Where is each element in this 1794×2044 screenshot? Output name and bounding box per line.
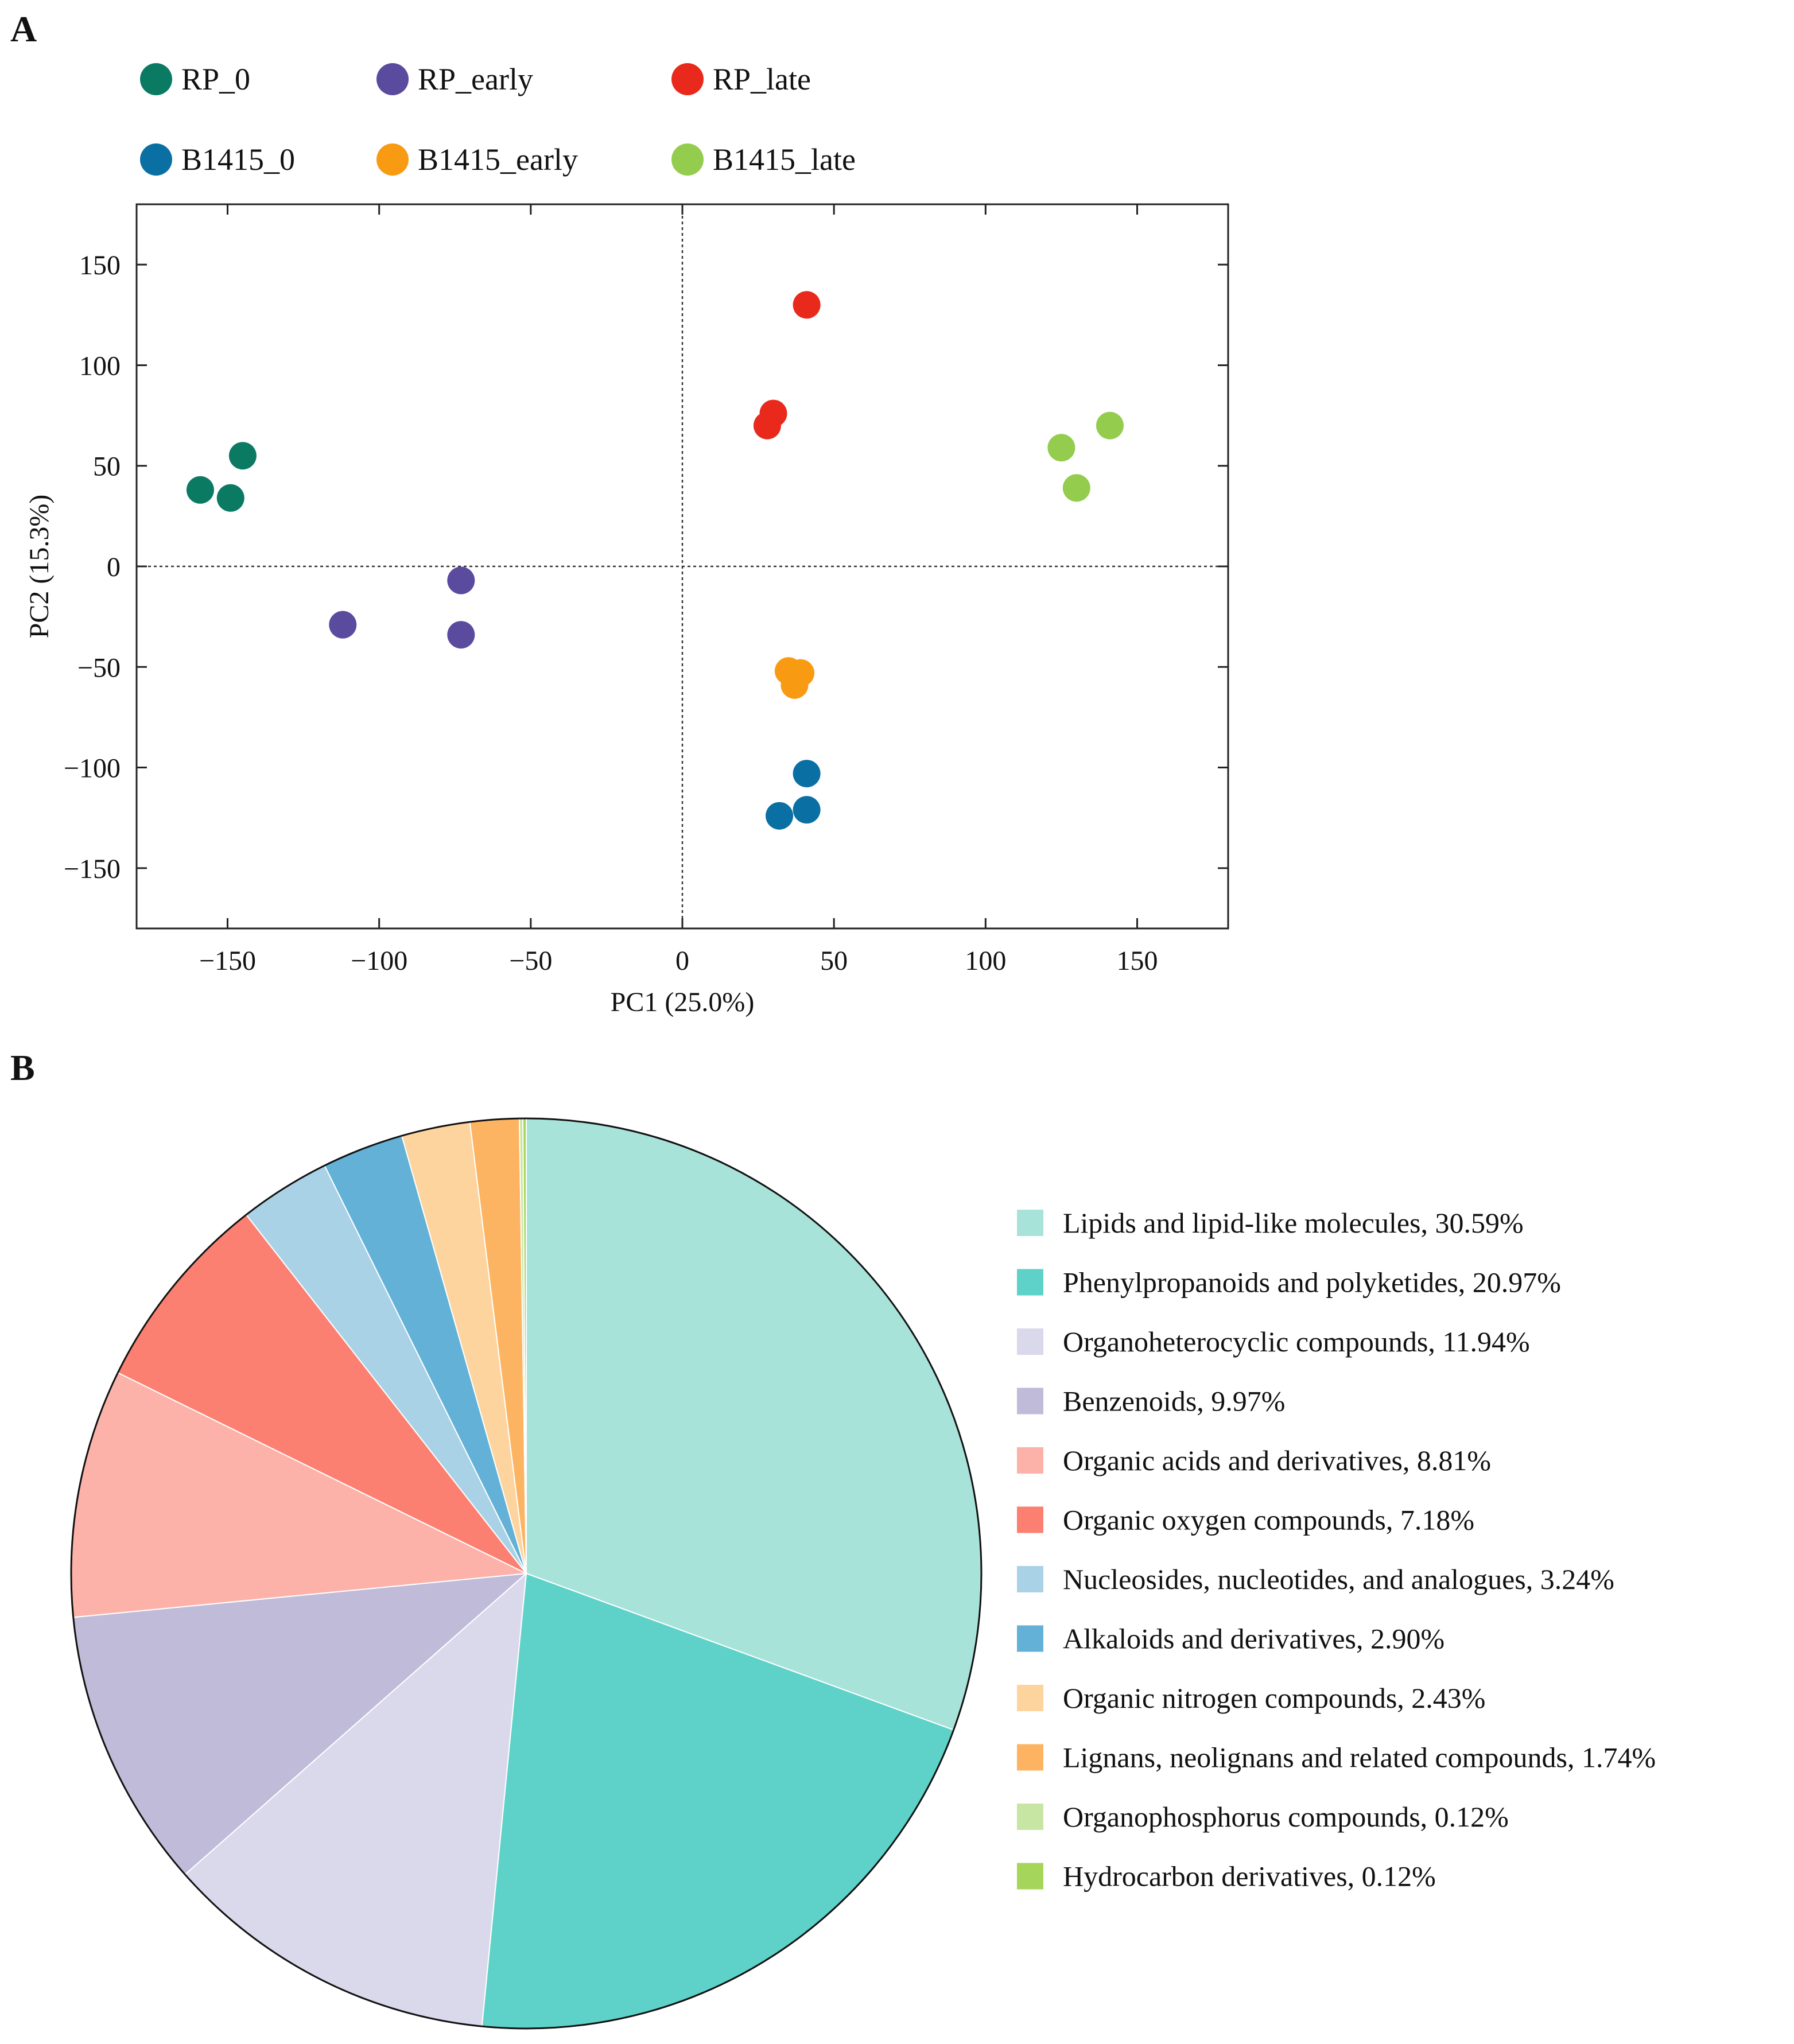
pie-legend-label: Hydrocarbon derivatives, 0.12% (1063, 1860, 1436, 1893)
scatter-point (793, 291, 821, 319)
scatter-point (793, 796, 821, 824)
pie-legend: Lipids and lipid-like molecules, 30.59% P… (1017, 1207, 1656, 1893)
scatter-point (1062, 474, 1090, 502)
legend-marker (376, 63, 409, 95)
pie-legend-label: Nucleosides, nucleotides, and analogues,… (1063, 1563, 1614, 1595)
pie-legend-swatch (1017, 1804, 1043, 1830)
legend-label: RP_early (418, 62, 533, 96)
pie-legend-label: Organoheterocyclic compounds, 11.94% (1063, 1326, 1530, 1358)
scatter-point (793, 760, 821, 788)
pie-legend-swatch (1017, 1685, 1043, 1711)
pie-legend-swatch (1017, 1447, 1043, 1474)
pie-legend-swatch (1017, 1210, 1043, 1236)
pie-legend-swatch (1017, 1744, 1043, 1771)
y-tick-label: 100 (79, 351, 121, 381)
legend-label: B1415_late (713, 142, 856, 177)
scatter-point (1096, 411, 1124, 440)
y-tick-label: −50 (77, 652, 121, 683)
scatter-point (753, 411, 781, 440)
pie-legend-swatch (1017, 1863, 1043, 1890)
legend-marker (376, 143, 409, 176)
x-tick-label: 0 (675, 946, 689, 976)
pie-legend-label: Lignans, neolignans and related compound… (1063, 1742, 1656, 1774)
x-tick-label: 150 (1117, 946, 1158, 976)
pie-legend-label: Organophosphorus compounds, 0.12% (1063, 1801, 1509, 1833)
x-tick-label: 50 (820, 946, 848, 976)
panel-label-a: A (10, 9, 37, 49)
scatter-legend: RP_0 RP_early RP_late B1415_0 B1415_early B14… (140, 62, 856, 177)
scatter-point (228, 442, 257, 470)
reference-lines (137, 204, 1228, 928)
scatter-point (329, 611, 357, 639)
scatter-point (766, 802, 794, 830)
legend-label: RP_late (713, 62, 811, 96)
y-tick-label: 50 (93, 452, 121, 482)
pie-legend-label: Alkaloids and derivatives, 2.90% (1063, 1623, 1444, 1655)
pie-legend-swatch (1017, 1625, 1043, 1652)
pie-legend-label: Organic nitrogen compounds, 2.43% (1063, 1682, 1485, 1714)
legend-marker (140, 63, 172, 95)
x-tick-label: 100 (965, 946, 1006, 976)
x-tick-label: −50 (509, 946, 552, 976)
pie-legend-swatch (1017, 1388, 1043, 1415)
legend-marker (140, 143, 172, 176)
pie-legend-swatch (1017, 1269, 1043, 1296)
y-tick-label: 0 (107, 552, 121, 582)
y-tick-label: −100 (64, 753, 121, 784)
y-tick-label: 150 (79, 250, 121, 281)
x-tick-label: −150 (199, 946, 256, 976)
pie-outline (70, 1117, 983, 2030)
pie-legend-label: Organic acids and derivatives, 8.81% (1063, 1444, 1491, 1476)
axis-ticks: −150 −100 −50 0 50 100 150 150 100 50 0 −50 −100 −150 (64, 204, 1228, 976)
panel-label-b: B (10, 1047, 35, 1088)
x-axis-title: PC1 (25.0%) (611, 987, 755, 1017)
pie-legend-label: Benzenoids, 9.97% (1063, 1385, 1285, 1417)
pie-legend-label: Lipids and lipid-like molecules, 30.59% (1063, 1207, 1524, 1239)
scatter-point (447, 621, 475, 649)
scatter-point (780, 671, 809, 699)
scatter-point (186, 476, 214, 504)
legend-marker (671, 143, 704, 176)
scatter-point (1047, 434, 1075, 462)
y-axis-title: PC2 (15.3%) (24, 495, 55, 639)
legend-marker (671, 63, 704, 95)
x-tick-label: −100 (351, 946, 407, 976)
scatter-point (216, 484, 244, 512)
pie-legend-swatch (1017, 1506, 1043, 1533)
scatter-points (186, 291, 1124, 830)
pie-legend-label: Organic oxygen compounds, 7.18% (1063, 1504, 1474, 1536)
pie-chart (71, 1117, 982, 2029)
pie-legend-label: Phenylpropanoids and polyketides, 20.97% (1063, 1266, 1561, 1299)
pie-legend-swatch (1017, 1328, 1043, 1355)
y-tick-label: −150 (64, 854, 121, 884)
legend-label: RP_0 (181, 62, 250, 96)
scatter-point (447, 566, 475, 594)
legend-label: B1415_0 (181, 142, 295, 177)
pie-legend-swatch (1017, 1566, 1043, 1592)
pca-scatter-plot: −150 −100 −50 0 50 100 150150100500−50−100−150… (24, 203, 1229, 1017)
legend-label: B1415_early (418, 142, 578, 177)
